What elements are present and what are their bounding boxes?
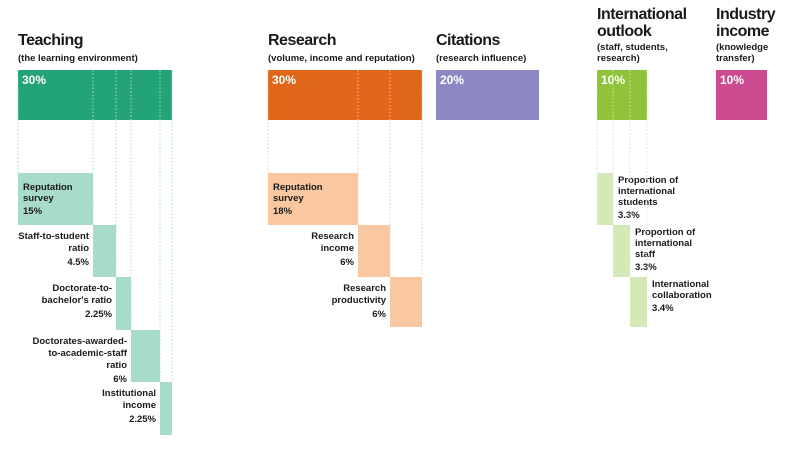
pillar-title: Research <box>268 32 336 49</box>
metric-label: income <box>321 243 354 254</box>
metric-weight: 2.25% <box>85 309 112 320</box>
metric-weight: 6% <box>372 309 386 320</box>
metric-label: Staff-to-student <box>18 231 90 242</box>
metric-label: students <box>618 197 658 208</box>
metric-box <box>268 173 358 225</box>
metric-box <box>18 173 93 225</box>
metric-label: productivity <box>332 295 387 306</box>
metric-weight: 3.3% <box>618 210 640 221</box>
pillar-subtitle: transfer) <box>716 53 755 64</box>
metric-weight: 4.5% <box>67 257 89 268</box>
pillar-box <box>268 70 422 120</box>
pillar-subtitle: (research influence) <box>436 53 526 64</box>
pillar-box <box>716 70 767 120</box>
metric-box <box>160 382 172 435</box>
metric-weight: 18% <box>273 206 293 217</box>
metric-weight: 6% <box>340 257 354 268</box>
metric-box <box>93 225 116 277</box>
metric-label: Proportion of <box>618 175 679 186</box>
pillar-title: Industry <box>716 6 776 23</box>
metric-label: Research <box>343 283 386 294</box>
metric-box <box>630 277 647 327</box>
metric-label: survey <box>273 193 304 204</box>
pillar-weight: 10% <box>601 73 625 87</box>
pillar-weight: 20% <box>440 73 464 87</box>
metric-label: Doctorates-awarded- <box>33 336 128 347</box>
metric-box <box>390 277 422 327</box>
metric-label: income <box>123 400 156 411</box>
metric-weight: 15% <box>23 206 43 217</box>
metric-label: International <box>652 279 709 290</box>
metric-label: Doctorate-to- <box>52 283 112 294</box>
pillar-title: outlook <box>597 23 652 40</box>
metric-label: Research <box>311 231 354 242</box>
metric-label: to-academic-staff <box>48 348 127 359</box>
pillar-title: Teaching <box>18 32 83 49</box>
pillar-subtitle: (knowledge <box>716 42 768 53</box>
pillar-subtitle: (volume, income and reputation) <box>268 53 415 64</box>
metric-label: staff <box>635 249 656 260</box>
metric-box <box>613 225 630 277</box>
metric-label: international <box>618 186 675 197</box>
metric-label: Reputation <box>23 182 73 193</box>
metric-label: bachelor's ratio <box>42 295 113 306</box>
metric-weight: 3.3% <box>635 262 657 273</box>
metric-box <box>597 173 613 225</box>
pillar-box <box>597 70 647 120</box>
metric-label: collaboration <box>652 290 712 301</box>
metric-label: international <box>635 238 692 249</box>
pillar-title: income <box>716 23 770 40</box>
pillar-weight: 30% <box>272 73 296 87</box>
metric-label: Proportion of <box>635 227 696 238</box>
metric-label: survey <box>23 193 54 204</box>
metric-label: ratio <box>68 243 89 254</box>
pillar-weight: 10% <box>720 73 744 87</box>
metric-box <box>358 225 390 277</box>
pillar-subtitle: (staff, students, <box>597 42 668 53</box>
metric-box <box>131 330 160 382</box>
metric-weight: 6% <box>113 374 127 385</box>
pillar-box <box>18 70 172 120</box>
pillar-subtitle: research) <box>597 53 640 64</box>
metric-label: Reputation <box>273 182 323 193</box>
pillar-title: International <box>597 6 687 23</box>
metric-weight: 3.4% <box>652 303 674 314</box>
metric-label: ratio <box>106 360 127 371</box>
metric-label: Institutional <box>102 388 156 399</box>
pillar-weight: 30% <box>22 73 46 87</box>
metric-box <box>116 277 131 330</box>
pillar-box <box>436 70 539 120</box>
pillar-subtitle: (the learning environment) <box>18 53 138 64</box>
metric-weight: 2.25% <box>129 414 156 425</box>
pillar-title: Citations <box>436 32 501 49</box>
